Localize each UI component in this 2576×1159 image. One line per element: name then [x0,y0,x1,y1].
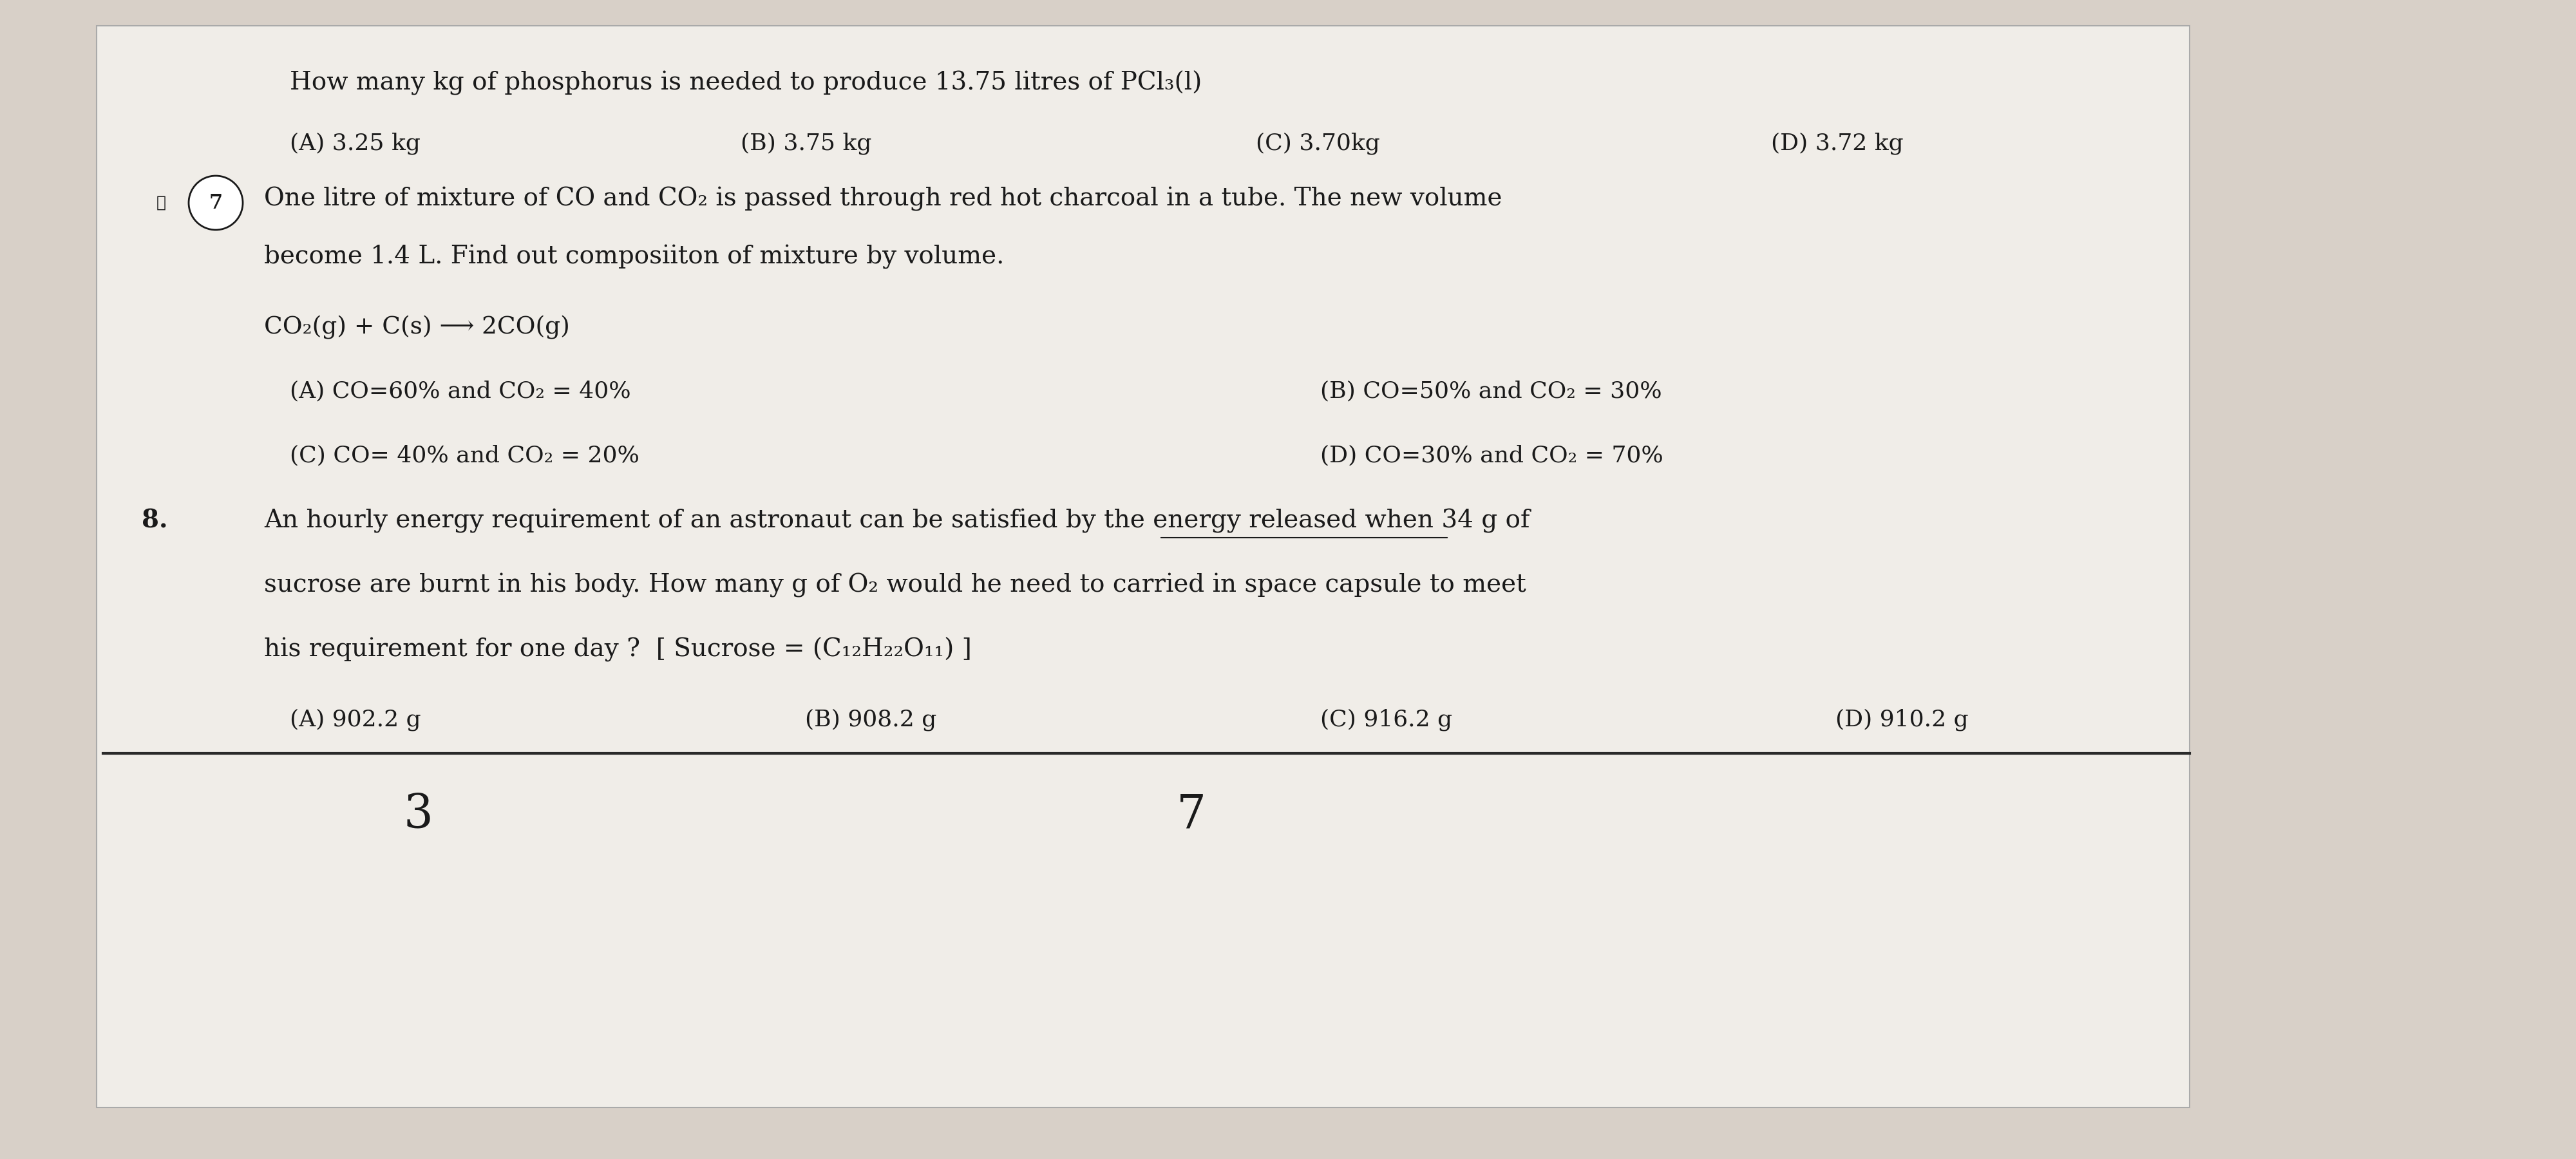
Text: become 1.4 L. Find out composiiton of mixture by volume.: become 1.4 L. Find out composiiton of mi… [263,245,1005,269]
Text: (B) CO=50% and CO₂ = 30%: (B) CO=50% and CO₂ = 30% [1319,380,1662,402]
Text: 8.: 8. [142,509,167,533]
Text: An hourly energy requirement of an astronaut can be satisfied by the energy rele: An hourly energy requirement of an astro… [263,509,1530,533]
Text: (C) CO= 40% and CO₂ = 20%: (C) CO= 40% and CO₂ = 20% [289,444,639,466]
Text: (B) 3.75 kg: (B) 3.75 kg [742,132,871,154]
Text: (C) 3.70kg: (C) 3.70kg [1257,132,1381,154]
Text: (D) 3.72 kg: (D) 3.72 kg [1772,132,1904,154]
Text: (A) 902.2 g: (A) 902.2 g [289,708,420,730]
FancyBboxPatch shape [98,25,2190,1108]
Text: (D) CO=30% and CO₂ = 70%: (D) CO=30% and CO₂ = 70% [1319,444,1664,466]
Text: 3: 3 [404,792,433,838]
Text: 7: 7 [1177,792,1206,838]
Text: sucrose are burnt in his body. How many g of O₂ would he need to carried in spac: sucrose are burnt in his body. How many … [263,573,1525,598]
Text: his requirement for one day ?  [ Sucrose = (C₁₂H₂₂O₁₁) ]: his requirement for one day ? [ Sucrose … [263,637,971,662]
Text: CO₂(g) + C(s) ⟶ 2CO(g): CO₂(g) + C(s) ⟶ 2CO(g) [263,315,569,340]
Text: (A) 3.25 kg: (A) 3.25 kg [289,132,420,154]
Text: (A) CO=60% and CO₂ = 40%: (A) CO=60% and CO₂ = 40% [289,380,631,402]
Text: (C) 916.2 g: (C) 916.2 g [1319,708,1453,730]
Text: (B) 908.2 g: (B) 908.2 g [804,708,938,730]
Text: (D) 910.2 g: (D) 910.2 g [1834,708,1968,730]
Text: One litre of mixture of CO and CO₂ is passed through red hot charcoal in a tube.: One litre of mixture of CO and CO₂ is pa… [263,187,1502,211]
Text: 7: 7 [209,192,222,213]
Text: How many kg of phosphorus is needed to produce 13.75 litres of PCl₃(l): How many kg of phosphorus is needed to p… [289,71,1203,95]
Text: ✔: ✔ [157,196,165,210]
Circle shape [188,176,242,229]
